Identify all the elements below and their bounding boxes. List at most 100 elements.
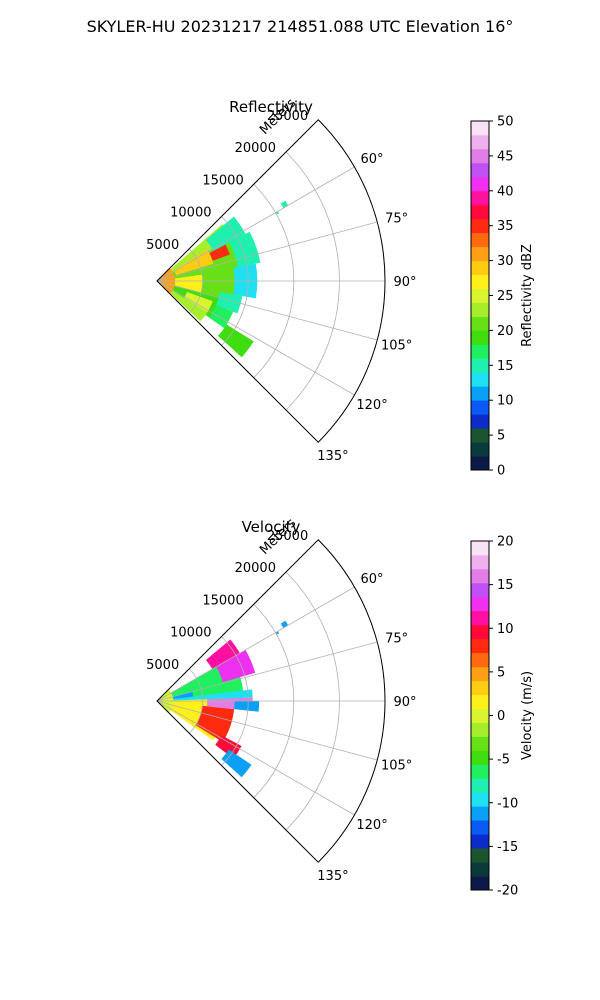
velocity-radial-tick-label: 15000 bbox=[202, 593, 243, 608]
velocity-azimuth-spoke bbox=[156, 700, 378, 761]
velocity-sector-frame bbox=[156, 539, 386, 863]
reflectivity-colorbar-segment bbox=[471, 288, 489, 303]
reflectivity-colorbar-segment bbox=[471, 232, 489, 248]
velocity-grid bbox=[156, 539, 386, 863]
reflectivity-azimuth-spoke bbox=[156, 280, 378, 341]
velocity-colorbar-segment bbox=[471, 862, 489, 877]
velocity-azimuth-tick-label: 105° bbox=[381, 759, 412, 774]
velocity-colorbar-tick-label: 0 bbox=[497, 709, 505, 724]
reflectivity-colorbar-segment bbox=[471, 428, 489, 443]
velocity-outlier-gate bbox=[280, 620, 289, 629]
reflectivity-colorbar-segment bbox=[471, 330, 489, 345]
velocity-colorbar-segment bbox=[471, 708, 489, 723]
reflectivity-colorbar-tick-label: 35 bbox=[497, 219, 514, 234]
velocity-colorbar-segment bbox=[471, 652, 489, 668]
velocity-colorbar-segment bbox=[471, 834, 489, 849]
reflectivity-colorbar-segment bbox=[471, 176, 489, 192]
reflectivity-panel: Reflectivity60°75°90°105°120°135°5000100… bbox=[146, 96, 535, 479]
velocity-colorbar-segment bbox=[471, 624, 489, 640]
reflectivity-colorbar-segment bbox=[471, 134, 489, 150]
reflectivity-colorbar-tick-label: 25 bbox=[497, 289, 514, 304]
reflectivity-radial-tick-label: 5000 bbox=[146, 238, 179, 253]
velocity-echo-sector bbox=[205, 639, 240, 670]
reflectivity-colorbar-tick-label: 45 bbox=[497, 149, 514, 164]
reflectivity-echo-sector bbox=[174, 249, 214, 276]
reflectivity-azimuth-tick-label: 135° bbox=[317, 449, 348, 464]
velocity-colorbar-tick-label: -5 bbox=[497, 753, 510, 768]
velocity-colorbar-segment bbox=[471, 610, 489, 626]
velocity-azimuth-spoke bbox=[156, 641, 378, 702]
reflectivity-colorbar-segment bbox=[471, 386, 489, 401]
reflectivity-colorbar-segment bbox=[471, 358, 489, 373]
velocity-colorbar-segment bbox=[471, 750, 489, 765]
velocity-radial-tick-label: 5000 bbox=[146, 658, 179, 673]
reflectivity-colorbar-segment bbox=[471, 274, 489, 289]
velocity-colorbar-tick-label: 20 bbox=[497, 535, 514, 550]
velocity-colorbar-segment bbox=[471, 876, 489, 891]
reflectivity-colorbar-segment bbox=[471, 414, 489, 429]
reflectivity-colorbar-segment bbox=[471, 400, 489, 415]
reflectivity-colorbar-segment bbox=[471, 218, 489, 234]
velocity-azimuth-spoke bbox=[156, 700, 355, 816]
reflectivity-colorbar-segment bbox=[471, 162, 489, 178]
reflectivity-colorbar-tick-label: 5 bbox=[497, 429, 505, 444]
reflectivity-colorbar-segment bbox=[471, 121, 489, 136]
velocity-colorbar-label: Velocity (m/s) bbox=[520, 671, 535, 760]
reflectivity-colorbar-segment bbox=[471, 260, 489, 275]
velocity-azimuth-spoke bbox=[156, 586, 355, 702]
velocity-echo-layer bbox=[157, 620, 289, 778]
reflectivity-azimuth-spoke bbox=[156, 166, 355, 282]
reflectivity-colorbar-segment bbox=[471, 148, 489, 164]
velocity-azimuth-tick-label: 60° bbox=[361, 572, 384, 587]
velocity-colorbar-tick-label: 5 bbox=[497, 665, 505, 680]
reflectivity-echo-sector bbox=[216, 292, 243, 314]
reflectivity-colorbar-segment bbox=[471, 442, 489, 457]
velocity-echo-sector bbox=[216, 649, 256, 683]
velocity-colorbar: -20 -15 -10 -5 0 5 10 15 20 Velocity (m/s) bbox=[470, 535, 535, 899]
reflectivity-azimuth-tick-label: 75° bbox=[385, 211, 408, 226]
reflectivity-echo-sector bbox=[218, 324, 254, 358]
reflectivity-colorbar-segment bbox=[471, 190, 489, 206]
velocity-colorbar-segment bbox=[471, 722, 489, 737]
reflectivity-panel-title: Reflectivity bbox=[229, 98, 313, 116]
velocity-colorbar-segment bbox=[471, 582, 489, 598]
reflectivity-colorbar-segment bbox=[471, 246, 489, 261]
reflectivity-echo-sector bbox=[209, 304, 234, 329]
velocity-radial-tick-label: 25000 bbox=[267, 529, 308, 544]
reflectivity-azimuth-tick-label: 120° bbox=[356, 398, 387, 413]
velocity-echo-sector bbox=[157, 689, 253, 701]
velocity-colorbar-tick-label: -15 bbox=[497, 840, 518, 855]
velocity-colorbar-tick-label: -10 bbox=[497, 796, 518, 811]
reflectivity-azimuth-tick-label: 60° bbox=[361, 152, 384, 167]
velocity-colorbar-segment bbox=[471, 848, 489, 863]
reflectivity-colorbar-segment bbox=[471, 372, 489, 387]
velocity-panel: Velocity 60° 75° 90° 105° 120° 135° 5000 10000 15… bbox=[146, 516, 535, 899]
reflectivity-azimuth-spoke bbox=[156, 221, 378, 282]
reflectivity-echo-sector bbox=[209, 244, 230, 261]
reflectivity-colorbar-tick-label: 0 bbox=[497, 464, 505, 479]
velocity-panel-title: Velocity bbox=[242, 518, 301, 536]
reflectivity-colorbar-segment bbox=[471, 344, 489, 359]
velocity-colorbar-segment bbox=[471, 638, 489, 654]
velocity-azimuth-tick-label: 75° bbox=[385, 631, 408, 646]
velocity-colorbar-segment bbox=[471, 778, 489, 793]
velocity-colorbar-segment bbox=[471, 666, 489, 681]
velocity-echo-sector bbox=[215, 735, 242, 759]
reflectivity-colorbar: 0 5 10 15 20 25 30 35 40 45 50 Reflectivity dBZ bbox=[470, 115, 535, 479]
velocity-colorbar-segment bbox=[471, 736, 489, 751]
reflectivity-radial-tick-label: 25000 bbox=[267, 109, 308, 124]
reflectivity-colorbar-tick-label: 40 bbox=[497, 184, 514, 199]
reflectivity-colorbar-segment bbox=[471, 204, 489, 220]
velocity-colorbar-tick-label: -20 bbox=[497, 884, 518, 899]
velocity-colorbar-segment bbox=[471, 596, 489, 612]
reflectivity-grid bbox=[156, 119, 386, 443]
velocity-colorbar-segment bbox=[471, 680, 489, 695]
reflectivity-colorbar-tick-label: 20 bbox=[497, 324, 514, 339]
reflectivity-echo-sector bbox=[170, 274, 203, 293]
velocity-colorbar-tick-label: 15 bbox=[497, 578, 514, 593]
reflectivity-azimuth-spoke bbox=[156, 280, 355, 396]
reflectivity-radial-tick-label: 15000 bbox=[202, 173, 243, 188]
reflectivity-sector-frame bbox=[156, 119, 386, 443]
reflectivity-colorbar-segment bbox=[471, 316, 489, 331]
